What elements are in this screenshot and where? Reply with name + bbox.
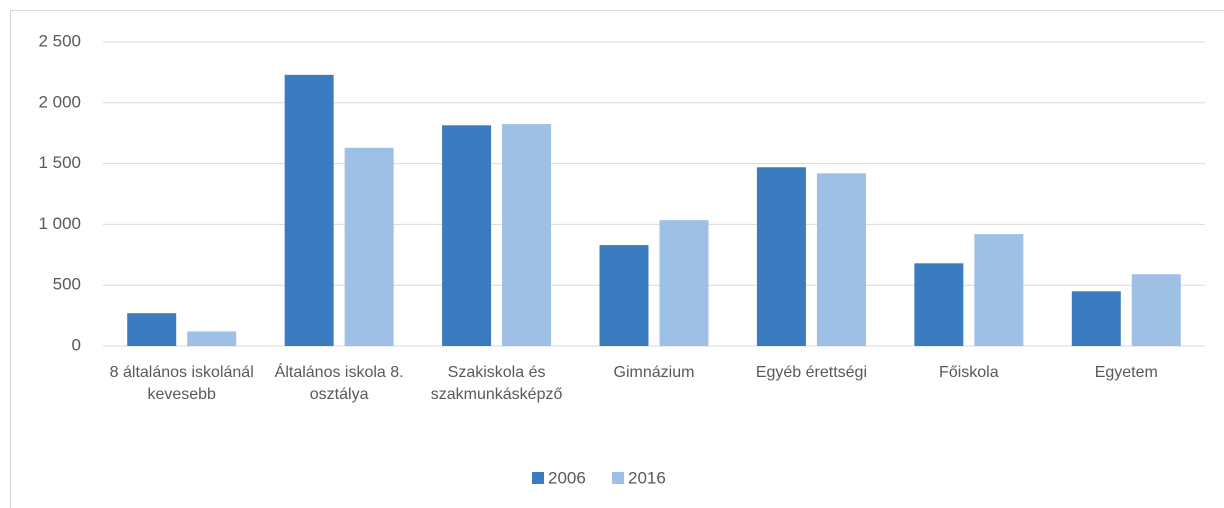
x-tick-label: Egyetem <box>1094 364 1158 381</box>
bar <box>914 263 964 346</box>
legend-label: 2006 <box>548 468 586 487</box>
bar <box>599 245 649 346</box>
legend-swatch <box>532 472 544 484</box>
y-tick-label: 0 <box>72 335 81 354</box>
bar <box>502 124 552 346</box>
y-tick-label: 2 500 <box>38 31 81 50</box>
x-tick-label: Szakiskola és szakmunkásképző <box>430 364 563 403</box>
y-tick-label: 1 500 <box>38 153 81 172</box>
bar <box>187 331 237 346</box>
x-tick-label: Főiskola <box>939 364 999 381</box>
bar <box>127 313 177 346</box>
x-tick-label: Gimnázium <box>613 364 695 381</box>
y-tick-label: 1 000 <box>38 214 81 233</box>
bar <box>442 125 492 347</box>
bar <box>659 220 709 346</box>
bar <box>1071 291 1121 346</box>
chart-border <box>10 10 1224 508</box>
x-tick-label: Egyéb érettségi <box>755 364 868 381</box>
legend-swatch <box>612 472 624 484</box>
x-tick-label: Általános iskola 8. osztálya <box>274 364 404 403</box>
legend-label: 2016 <box>628 468 666 487</box>
bar <box>344 147 394 346</box>
x-tick-label: 8 általános iskolánál kevesebb <box>109 364 254 403</box>
bar <box>1131 274 1181 346</box>
bar <box>816 173 866 346</box>
bar <box>974 234 1024 346</box>
y-tick-label: 500 <box>53 275 81 294</box>
bar <box>284 74 334 346</box>
y-tick-label: 2 000 <box>38 92 81 111</box>
bar <box>756 167 806 346</box>
